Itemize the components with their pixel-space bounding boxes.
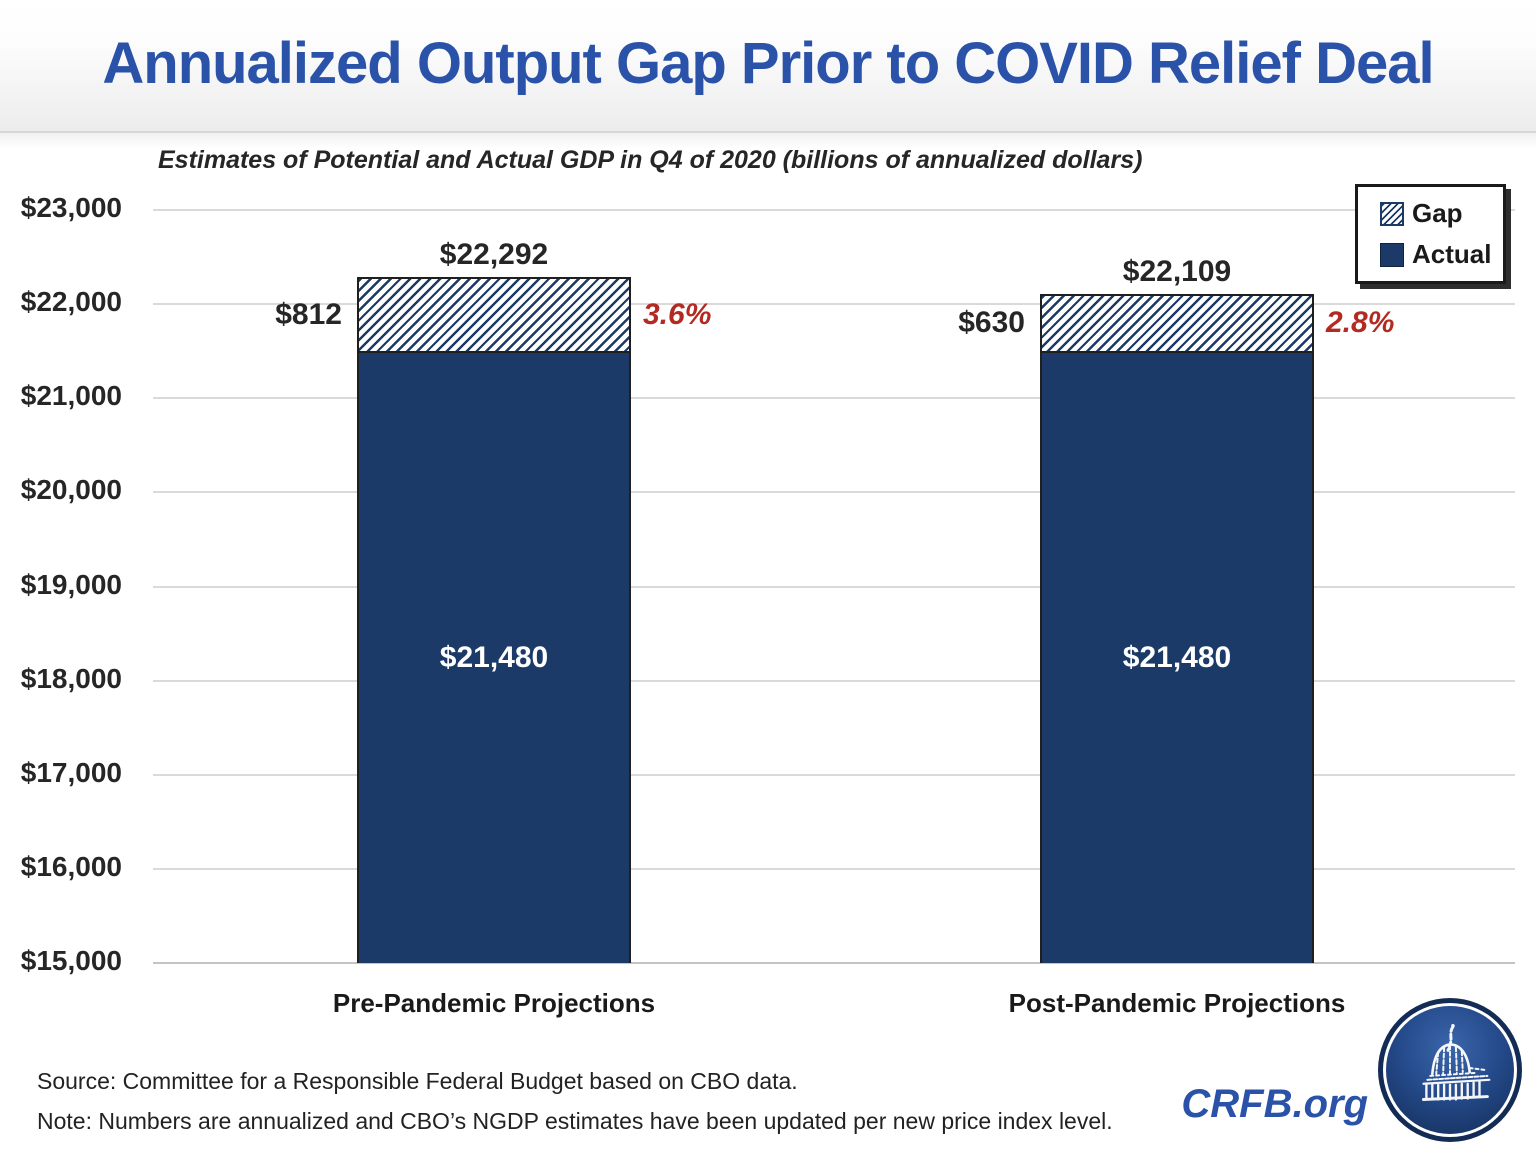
gridline: [153, 585, 1515, 588]
chart-legend: Gap Actual: [1355, 184, 1506, 284]
gridline: [153, 397, 1515, 400]
source-text: Source: Committee for a Responsible Fede…: [37, 1068, 798, 1094]
actual-solid-swatch-icon: [1380, 242, 1404, 267]
bar-segment-gap: [1040, 293, 1314, 354]
y-axis-tick-label: $16,000: [20, 850, 122, 882]
gap-percent-label: 2.8%: [1326, 306, 1395, 340]
y-axis-tick-label: $20,000: [20, 474, 122, 506]
gap-value-label: $630: [958, 306, 1025, 340]
crfb-logo-ring: [1383, 1003, 1517, 1137]
chart-subtitle: Estimates of Potential and Actual GDP in…: [158, 146, 1143, 174]
actual-value-label: $21,480: [1122, 641, 1232, 675]
gridline: [153, 867, 1515, 870]
bar-segment-gap: [357, 276, 631, 354]
legend-row-gap: Gap: [1380, 198, 1503, 229]
crfb-logo: [1378, 998, 1522, 1142]
gridline: [153, 491, 1515, 494]
y-axis-tick-label: $17,000: [20, 756, 122, 788]
gridline: [153, 679, 1515, 682]
y-axis-tick-label: $22,000: [20, 286, 122, 318]
note-text: Note: Numbers are annualized and CBO’s N…: [37, 1108, 1113, 1134]
y-axis-tick-label: $23,000: [20, 192, 122, 223]
legend-gap-label: Gap: [1412, 198, 1463, 228]
gap-value-label: $812: [275, 297, 342, 331]
total-value-label: $22,292: [439, 237, 549, 271]
crfb-org-wordmark: CRFB.org: [1181, 1082, 1368, 1126]
header-band-fade: [0, 133, 1536, 149]
actual-value-label: $21,480: [439, 641, 549, 675]
header-band: [0, 0, 1536, 133]
gap-percent-label: 3.6%: [643, 297, 712, 331]
y-axis-tick-label: $15,000: [20, 945, 122, 976]
gridline: [153, 962, 1515, 964]
total-value-label: $22,109: [1122, 254, 1232, 288]
y-axis-tick-label: $21,000: [20, 380, 122, 412]
category-axis-label: Post-Pandemic Projections: [1008, 988, 1346, 1018]
y-axis-tick-label: $19,000: [20, 568, 122, 600]
gridline: [153, 773, 1515, 776]
bar-segment-actual: [357, 353, 631, 963]
legend-actual-label: Actual: [1412, 239, 1492, 269]
capitol-dome-icon: [1386, 1006, 1514, 1134]
page-title: Annualized Output Gap Prior to COVID Rel…: [102, 31, 1434, 96]
gap-hatch-swatch-icon: [1380, 201, 1404, 226]
gridline: [153, 209, 1515, 211]
legend-row-actual: Actual: [1380, 239, 1503, 270]
gridline: [153, 303, 1515, 306]
y-axis-tick-label: $18,000: [20, 662, 122, 694]
bar-segment-actual: [1040, 353, 1314, 963]
category-axis-label: Pre-Pandemic Projections: [332, 988, 656, 1018]
